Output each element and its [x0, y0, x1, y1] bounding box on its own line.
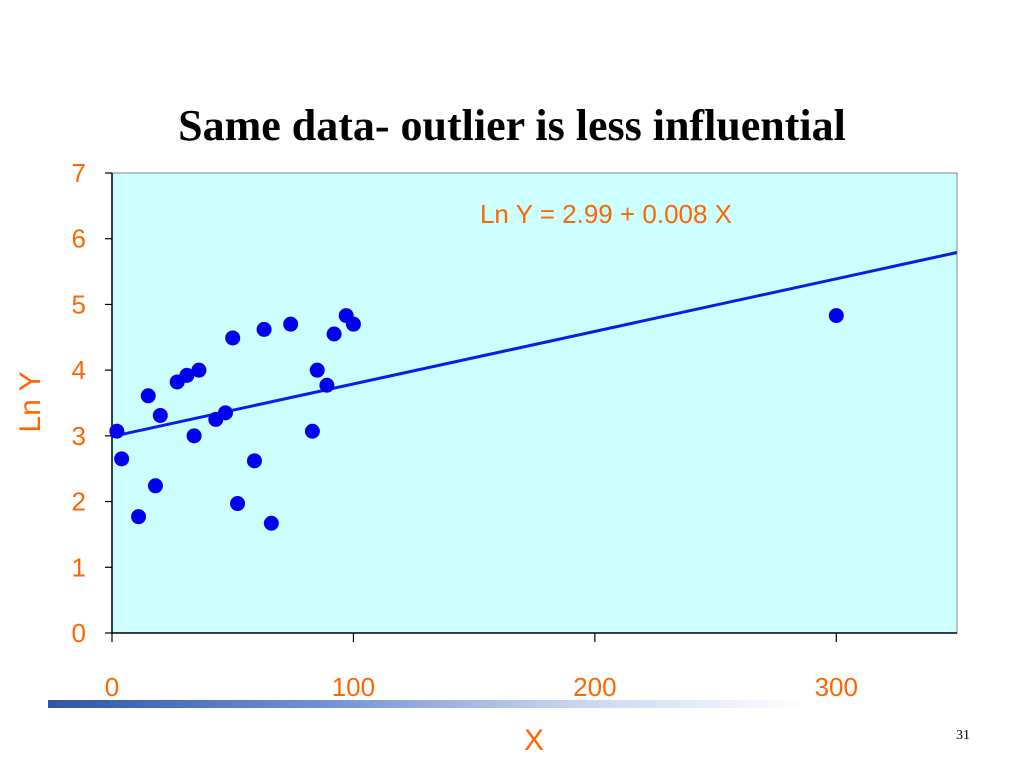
data-point: [263, 515, 279, 531]
axis-ticks: [105, 172, 837, 642]
data-point: [152, 407, 168, 423]
tick-labels: 0 1 2 3 4 5 6 7 0 100 200 300: [72, 158, 858, 702]
data-points: [109, 308, 844, 531]
x-tick-label-300: 300: [815, 672, 858, 702]
plot-area: [111, 172, 958, 634]
data-point: [225, 330, 241, 346]
data-point: [114, 451, 130, 467]
data-point: [179, 367, 195, 383]
y-tick-label-4: 4: [72, 355, 86, 385]
y-tick-label-0: 0: [72, 618, 86, 648]
page-number: 31: [956, 728, 970, 743]
data-point: [345, 316, 361, 332]
data-point: [283, 316, 299, 332]
y-tick-label-5: 5: [72, 289, 86, 319]
data-point: [131, 509, 147, 525]
data-point: [217, 405, 233, 421]
x-tick-label-100: 100: [332, 672, 375, 702]
x-tick-label-0: 0: [105, 672, 119, 702]
data-point: [326, 326, 342, 342]
regression-line: [111, 251, 958, 438]
y-axis-title: Ln Y: [14, 371, 47, 432]
y-tick-label-7: 7: [72, 158, 86, 188]
data-point: [828, 308, 844, 324]
x-tick-label-200: 200: [573, 672, 616, 702]
slide-title: Same data- outlier is less influential: [178, 101, 846, 150]
fit-line-layer: [111, 251, 958, 438]
y-tick-label-6: 6: [72, 224, 86, 254]
y-tick-label-3: 3: [72, 421, 86, 451]
data-point: [304, 423, 320, 439]
y-tick-label-2: 2: [72, 487, 86, 517]
footer-gradient-bar: [48, 700, 808, 708]
data-point: [309, 362, 325, 378]
data-point: [319, 377, 335, 393]
regression-equation: Ln Y = 2.99 + 0.008 X: [480, 199, 732, 229]
data-point: [109, 423, 125, 439]
x-axis-title: X: [524, 724, 544, 757]
data-point: [191, 362, 207, 378]
y-tick-label-1: 1: [72, 552, 86, 582]
data-point: [147, 478, 163, 494]
data-point: [140, 388, 156, 404]
data-point: [256, 321, 272, 337]
data-point: [186, 428, 202, 444]
data-point: [246, 453, 262, 469]
data-point: [230, 496, 246, 512]
